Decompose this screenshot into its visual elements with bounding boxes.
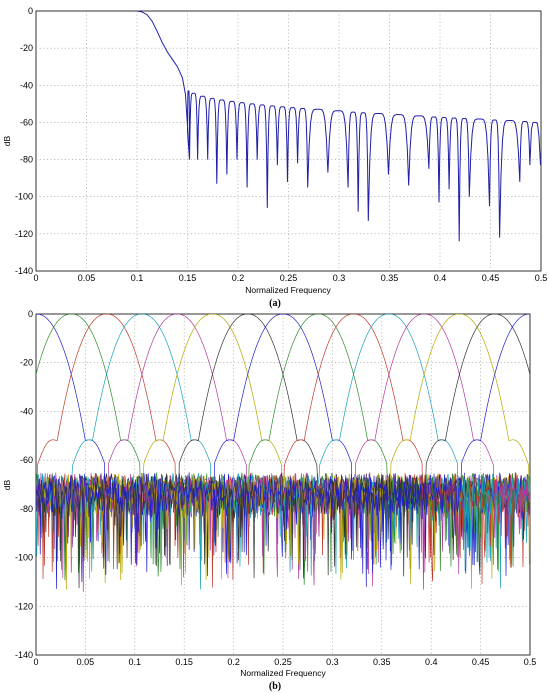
chart-a-x-tick-label: 0.05	[78, 273, 96, 283]
chart-b-y-tick-label: -120	[15, 601, 33, 611]
chart-a-caption: (a)	[269, 298, 281, 309]
chart-a-x-tick-label: 0.4	[434, 273, 447, 283]
chart-b-channel-line	[36, 314, 530, 574]
chart-b-x-tick-label: 0.15	[175, 657, 193, 667]
chart-b-caption: (b)	[269, 681, 281, 692]
chart-a-y-tick-label: -20	[20, 43, 33, 53]
chart-b-x-tick-label: 0	[33, 657, 38, 667]
chart-a: 0 0.05 0.1 0.15 0.2 0.25 0.3 0.35 0.4 0.45 0.5 0 -20…	[2, 6, 547, 309]
chart-b-y-tick-label: 0	[28, 309, 33, 319]
chart-b: 0 0.05 0.1 0.15 0.2 0.25 0.3 0.35 0.4 0.45 0.5 0 -20…	[2, 309, 536, 692]
chart-a-x-tick-label: 0.45	[482, 273, 500, 283]
chart-a-y-tick-label: -140	[15, 266, 33, 276]
chart-b-y-tick-label: -80	[20, 504, 33, 514]
chart-b-x-tick-label: 0.3	[326, 657, 339, 667]
chart-b-x-tick-label: 0.35	[373, 657, 391, 667]
chart-a-x-tick-label: 0.35	[381, 273, 399, 283]
chart-b-x-tick-label: 0.1	[129, 657, 142, 667]
chart-a-plot-area	[136, 10, 541, 242]
chart-b-x-tick-label: 0.45	[472, 657, 490, 667]
chart-b-y-tick-label: -20	[20, 358, 33, 368]
chart-a-ylabel: dB	[2, 135, 12, 146]
chart-a-series-line	[136, 10, 541, 242]
chart-a-x-tick-label: 0	[33, 273, 38, 283]
chart-a-x-tick-label: 0.25	[280, 273, 298, 283]
chart-b-xlabel: Normalized Frequency	[240, 668, 326, 678]
chart-a-y-tick-label: 0	[28, 6, 33, 16]
chart-b-channel-line	[36, 314, 530, 590]
chart-b-tick-labels: 0 0.05 0.1 0.15 0.2 0.25 0.3 0.35 0.4 0.45 0.5 0 -20…	[15, 309, 536, 667]
chart-a-x-tick-label: 0.15	[179, 273, 197, 283]
chart-b-y-tick-label: -40	[20, 406, 33, 416]
chart-b-x-tick-label: 0.25	[274, 657, 292, 667]
chart-a-y-tick-label: -100	[15, 192, 33, 202]
chart-a-y-tick-label: -80	[20, 155, 33, 165]
chart-b-x-tick-label: 0.5	[524, 657, 537, 667]
chart-a-xlabel: Normalized Frequency	[245, 285, 331, 295]
chart-b-y-tick-label: -140	[15, 650, 33, 660]
chart-b-x-tick-label: 0.05	[77, 657, 95, 667]
chart-b-channel-line	[36, 314, 530, 589]
chart-a-y-tick-label: -60	[20, 117, 33, 127]
chart-a-x-tick-label: 0.2	[232, 273, 245, 283]
chart-b-y-tick-label: -60	[20, 455, 33, 465]
chart-b-x-tick-label: 0.4	[425, 657, 438, 667]
chart-b-plot-area	[36, 314, 530, 592]
chart-b-y-tick-label: -100	[15, 553, 33, 563]
chart-a-x-tick-label: 0.3	[333, 273, 346, 283]
chart-a-tick-labels: 0 0.05 0.1 0.15 0.2 0.25 0.3 0.35 0.4 0.45 0.5 0 -20…	[15, 6, 547, 283]
chart-b-x-tick-label: 0.2	[227, 657, 240, 667]
chart-b-series-group	[36, 314, 530, 592]
chart-a-x-tick-label: 0.1	[131, 273, 144, 283]
chart-b-ylabel: dB	[2, 479, 12, 490]
chart-a-x-tick-label: 0.5	[535, 273, 548, 283]
chart-a-y-tick-label: -40	[20, 80, 33, 90]
chart-a-y-tick-label: -120	[15, 229, 33, 239]
